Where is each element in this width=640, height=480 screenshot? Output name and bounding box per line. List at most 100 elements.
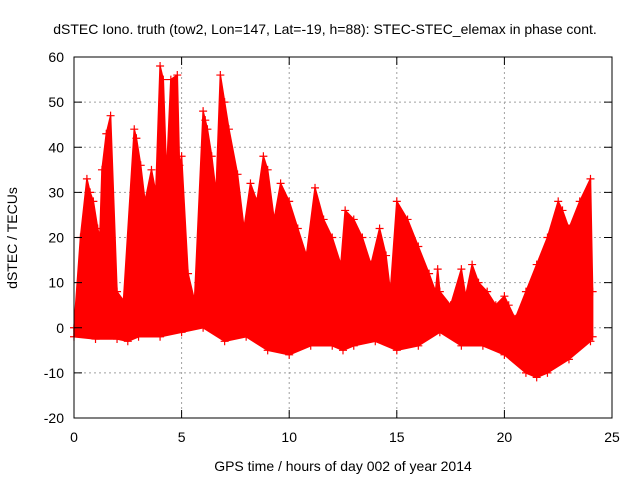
data-point-marker xyxy=(588,332,597,341)
data-point-marker xyxy=(358,233,367,242)
data-point-marker xyxy=(328,341,337,350)
y-tick-label: 40 xyxy=(48,139,64,155)
x-tick-label: 10 xyxy=(281,429,297,445)
data-point-marker xyxy=(119,296,128,305)
data-point-marker xyxy=(246,179,255,188)
data-point-marker xyxy=(349,215,358,224)
data-point-marker xyxy=(433,265,442,274)
data-point-marker xyxy=(82,174,91,183)
data-point-marker xyxy=(166,75,175,84)
data-point-marker xyxy=(156,62,165,71)
data-point-marker xyxy=(302,251,311,260)
x-tick-label: 0 xyxy=(70,429,78,445)
data-point-marker xyxy=(201,116,210,125)
data-point-marker xyxy=(263,165,272,174)
data-point-marker xyxy=(328,233,337,242)
data-point-marker xyxy=(159,75,168,84)
data-point-marker xyxy=(511,314,520,323)
data-point-marker xyxy=(392,346,401,355)
data-point-marker xyxy=(468,260,477,269)
data-point-marker xyxy=(311,183,320,192)
data-point-marker xyxy=(173,71,182,80)
y-tick-label: 0 xyxy=(56,320,64,336)
data-point-marker xyxy=(220,337,229,346)
series-layer xyxy=(70,62,597,382)
data-point-marker xyxy=(216,71,225,80)
data-point-marker xyxy=(341,206,350,215)
data-point-marker xyxy=(102,129,111,138)
data-point-marker xyxy=(199,323,208,332)
data-point-marker xyxy=(366,260,375,269)
data-point-marker xyxy=(386,287,395,296)
y-tick-label: 30 xyxy=(48,184,64,200)
data-point-marker xyxy=(504,301,513,310)
data-point-marker xyxy=(240,224,249,233)
data-point-marker xyxy=(123,337,132,346)
data-point-marker xyxy=(588,287,597,296)
data-point-marker xyxy=(483,287,492,296)
data-point-marker xyxy=(586,337,595,346)
x-tick-label: 15 xyxy=(389,429,405,445)
data-point-marker xyxy=(575,197,584,206)
data-point-marker xyxy=(252,197,261,206)
data-point-marker xyxy=(586,174,595,183)
data-point-marker xyxy=(177,152,186,161)
data-point-marker xyxy=(403,215,412,224)
x-tick-label: 5 xyxy=(178,429,186,445)
chart-title: dSTEC Iono. truth (tow2, Lon=147, Lat=-1… xyxy=(53,21,597,37)
data-point-marker xyxy=(184,269,193,278)
data-point-marker xyxy=(474,278,483,287)
data-point-marker xyxy=(276,179,285,188)
y-tick-label: -20 xyxy=(44,410,64,426)
data-point-marker xyxy=(242,332,251,341)
data-point-marker xyxy=(207,152,216,161)
data-point-marker xyxy=(203,125,212,134)
data-point-marker xyxy=(212,188,221,197)
data-point-marker xyxy=(97,165,106,174)
data-point-marker xyxy=(564,355,573,364)
y-tick-label: 20 xyxy=(48,230,64,246)
data-point-marker xyxy=(478,341,487,350)
data-point-marker xyxy=(233,170,242,179)
data-point-marker xyxy=(162,170,171,179)
data-point-marker xyxy=(435,287,444,296)
data-point-marker xyxy=(446,301,455,310)
data-point-marker xyxy=(132,134,141,143)
x-tick-label: 25 xyxy=(604,429,620,445)
data-point-marker xyxy=(136,161,145,170)
data-point-marker xyxy=(414,341,423,350)
data-point-marker xyxy=(319,215,328,224)
data-point-marker xyxy=(199,107,208,116)
data-point-marker xyxy=(293,224,302,233)
data-point-marker xyxy=(382,251,391,260)
data-point-marker xyxy=(543,233,552,242)
data-point-marker xyxy=(491,301,500,310)
data-point-marker xyxy=(175,161,184,170)
data-point-marker xyxy=(457,265,466,274)
data-point-marker xyxy=(95,233,104,242)
data-point-marker xyxy=(521,287,530,296)
data-point-marker xyxy=(371,337,380,346)
y-tick-label: 50 xyxy=(48,94,64,110)
data-point-marker xyxy=(106,111,115,120)
data-point-marker xyxy=(93,224,102,233)
data-point-marker xyxy=(147,165,156,174)
data-point-marker xyxy=(134,332,143,341)
series-band-dSTEC xyxy=(73,65,594,379)
data-point-marker xyxy=(414,242,423,251)
data-point-marker xyxy=(349,341,358,350)
data-point-marker xyxy=(89,197,98,206)
data-point-marker xyxy=(141,197,150,206)
data-point-marker xyxy=(500,350,509,359)
x-tick-label: 20 xyxy=(497,429,513,445)
x-axis-label: GPS time / hours of day 002 of year 2014 xyxy=(214,458,472,474)
data-point-marker xyxy=(306,341,315,350)
axis-ticks: 0 5 10 15 20 25 -20 -10 0 10 20 30 40 50 60 xyxy=(44,49,620,445)
data-point-marker xyxy=(425,269,434,278)
data-point-marker xyxy=(113,335,122,344)
y-axis-label: dSTEC / TECUs xyxy=(4,187,20,289)
data-point-marker xyxy=(558,206,567,215)
data-point-marker xyxy=(156,332,165,341)
data-point-marker xyxy=(270,215,279,224)
